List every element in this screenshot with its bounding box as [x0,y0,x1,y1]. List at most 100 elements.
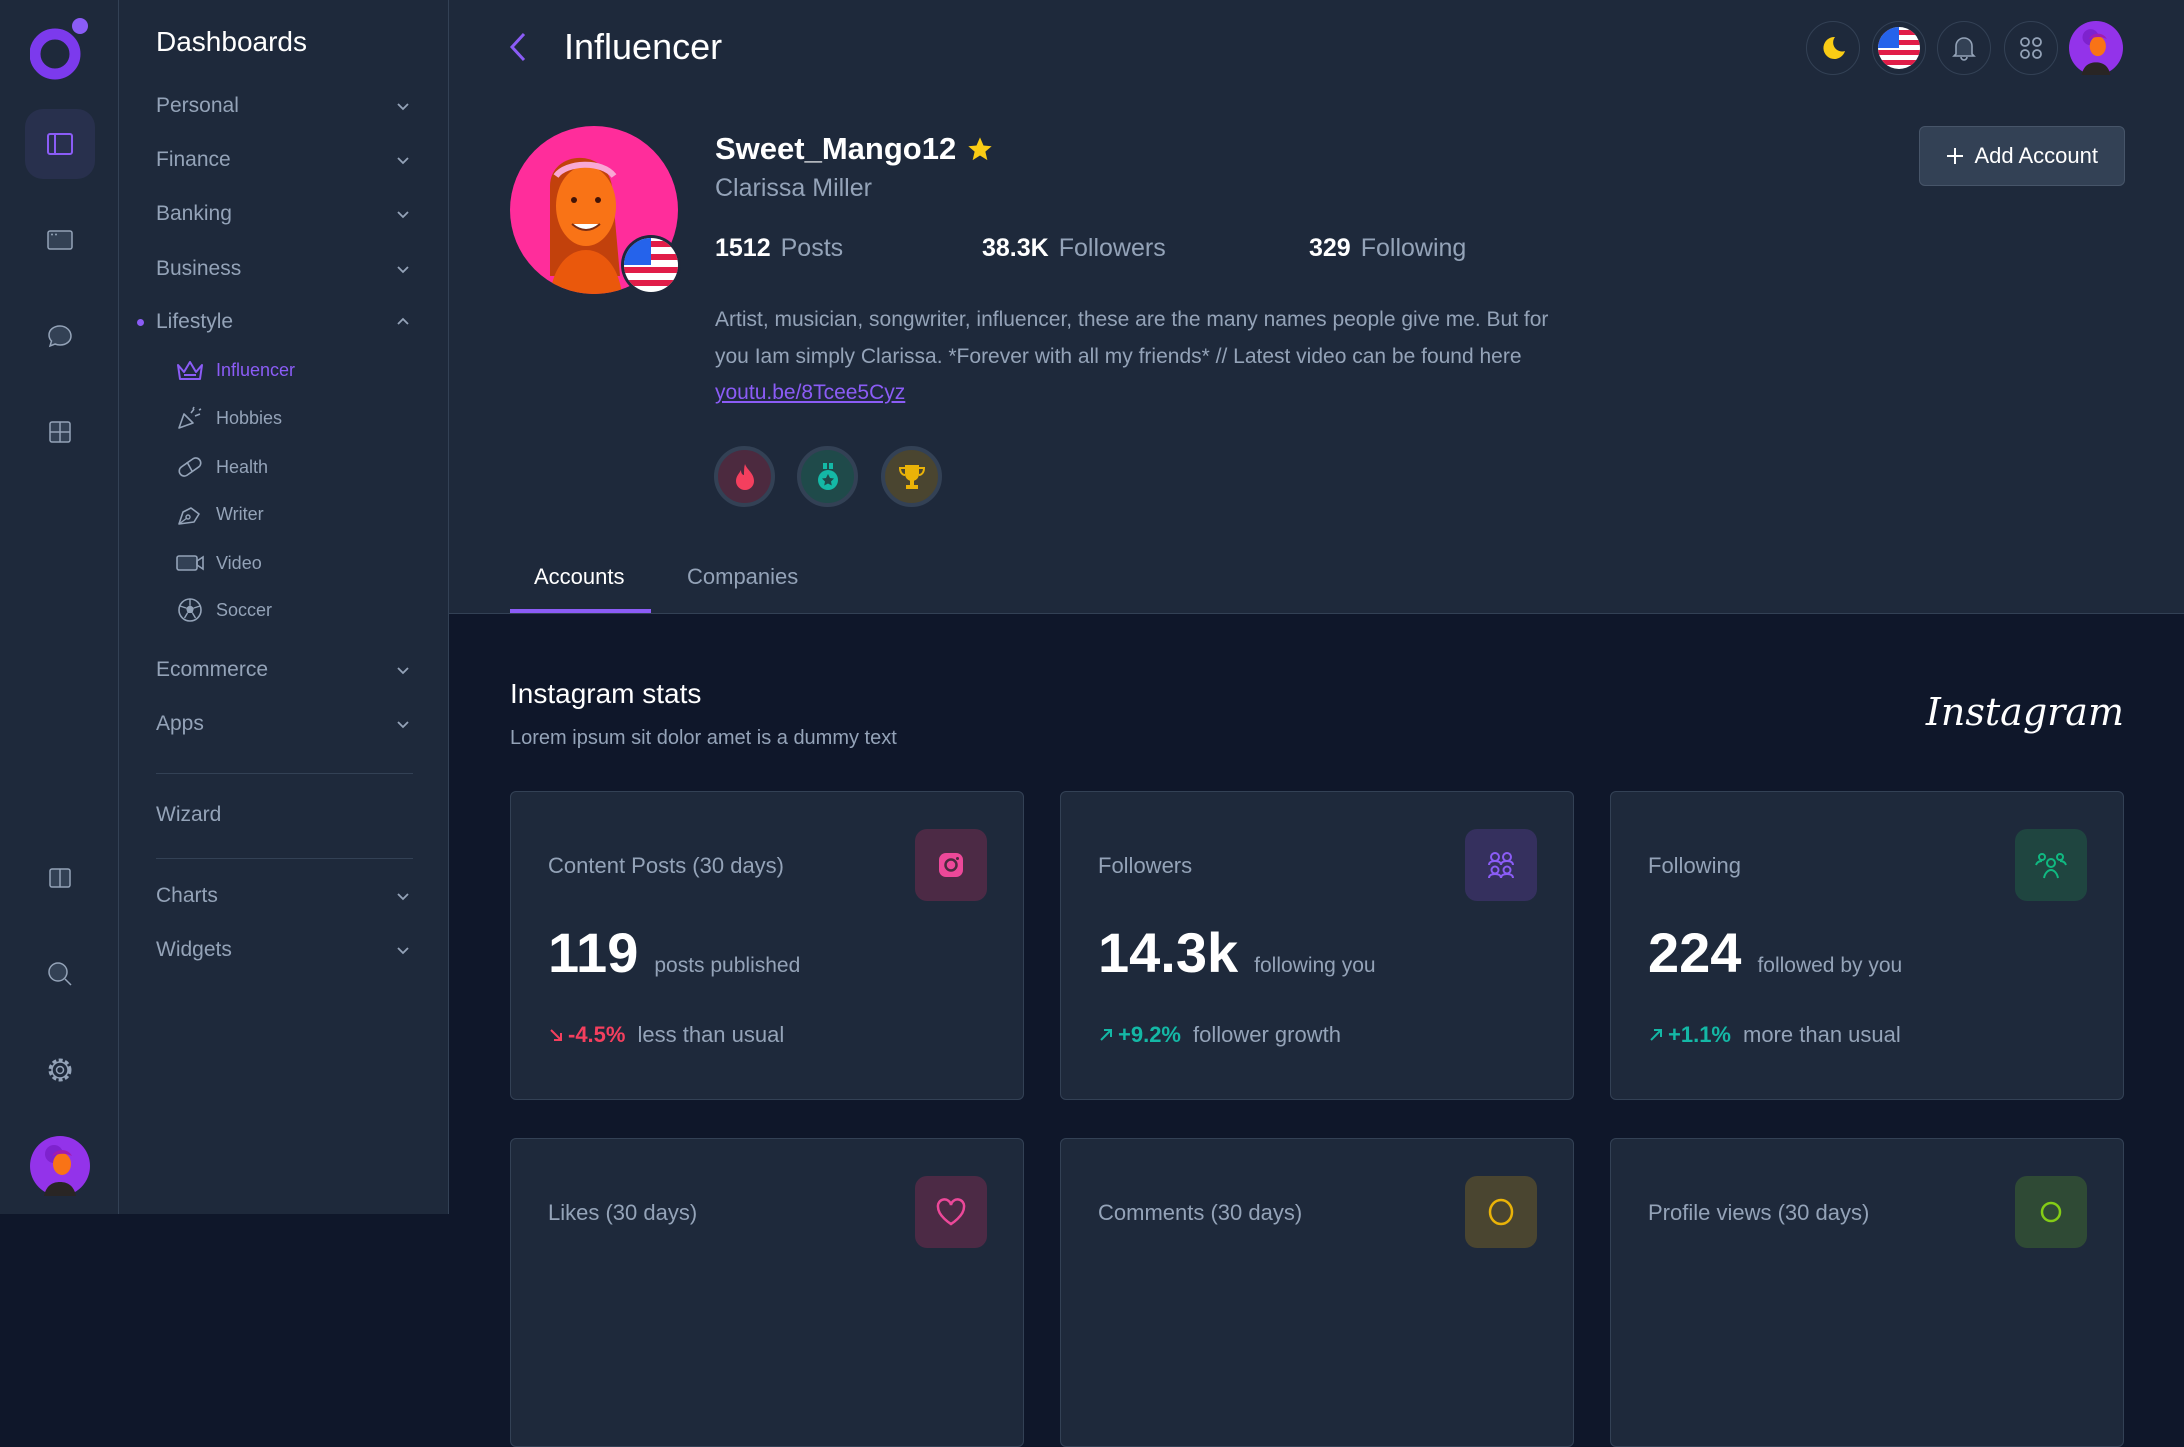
following-count: 329 [1309,234,1351,262]
card-value-row: 224 followed by you [1648,920,1902,985]
menu-item-charts[interactable]: Charts [156,878,412,914]
arrow-down-right-icon [550,1029,562,1041]
submenu-item-health[interactable]: Health [175,451,268,483]
apps-grid-icon [2020,37,2042,59]
submenu-item-writer[interactable]: Writer [175,498,264,530]
chevron-down-icon [397,947,409,955]
profile-header: Influencer Sweet_Mango12 Clarissa Miller… [449,0,2184,614]
menu-item-ecommerce[interactable]: Ecommerce [156,652,412,688]
chat-icon[interactable] [25,301,95,371]
active-tab-indicator [510,609,651,613]
card-title: Followers [1098,853,1193,878]
full-name: Clarissa Miller [715,174,872,202]
instagram-logo: Instagram [1925,690,2124,734]
section-title: Instagram stats [510,678,702,709]
posts-stat: 1512 Posts [715,234,843,263]
followers-label: Followers [1058,234,1166,262]
search-icon[interactable] [25,939,95,1009]
language-button[interactable] [1872,21,1926,75]
section-subtitle: Lorem ipsum sit dolor amet is a dummy te… [510,727,897,749]
video-link[interactable]: youtu.be/8Tcee5Cyz [715,381,906,404]
chevron-down-icon [397,667,409,675]
card-change: +9.2% follower growth [1098,1022,1341,1048]
users-icon [1465,829,1537,901]
country-flag-badge [621,235,681,295]
chevron-down-icon [397,266,409,274]
arrow-up-right-icon [1650,1029,1662,1041]
us-flag-icon [1878,27,1920,69]
trophy-badge[interactable] [881,446,942,507]
gear-icon[interactable] [25,1035,95,1105]
submenu-label: Writer [216,503,264,524]
soccer-ball-icon [175,595,205,625]
username: Sweet_Mango12 [715,131,994,167]
followers-count: 38.3K [982,234,1049,262]
stat-card: Followers 14.3k following you +9.2% follow… [1060,791,1574,1100]
card-change: +1.1% more than usual [1648,1022,1901,1048]
chevron-down-icon [397,157,409,165]
card-change: -4.5% less than usual [548,1022,784,1048]
user-avatar[interactable] [2069,21,2123,75]
menu-item-apps[interactable]: Apps [156,706,412,742]
submenu-label: Video [216,552,262,573]
card-title: Likes (30 days) [548,1200,698,1225]
followers-stat: 38.3K Followers [982,234,1166,263]
menu-label: Widgets [156,938,232,961]
submenu-item-video[interactable]: Video [175,547,262,579]
menu-label: Apps [156,712,204,735]
card-unit: followed by you [1757,954,1903,977]
submenu-item-influencer[interactable]: Influencer [175,354,295,386]
menu-title: Dashboards [156,26,307,57]
chevron-down-icon [397,103,409,111]
tab-companies[interactable]: Companies [687,564,799,589]
browser-window-icon[interactable] [25,205,95,275]
change-value: +1.1% [1668,1022,1731,1047]
arrow-up-right-icon [1100,1029,1112,1041]
notifications-button[interactable] [1937,21,1991,75]
card-value-row: 14.3k following you [1098,920,1376,985]
submenu-item-soccer[interactable]: Soccer [175,594,272,626]
change-value: +9.2% [1118,1022,1181,1047]
menu-label: Ecommerce [156,658,269,681]
stat-card: Following 224 followed by you +1.1% more t… [1610,791,2124,1100]
chevron-down-icon [397,893,409,901]
menu-item-finance[interactable]: Finance [156,142,412,178]
columns-icon[interactable] [25,843,95,913]
tab-accounts[interactable]: Accounts [534,564,625,589]
apps-button[interactable] [2004,21,2058,75]
add-account-button[interactable]: Add Account [1919,126,2125,186]
menu-item-lifestyle[interactable]: Lifestyle [156,304,412,340]
card-value: 224 [1648,921,1742,984]
card-title: Profile views (30 days) [1648,1200,1870,1225]
app-logo[interactable] [30,16,90,80]
icon-rail [0,0,119,1214]
medal-badge[interactable] [797,446,858,507]
grid-icon[interactable] [25,397,95,467]
menu-item-personal[interactable]: Personal [156,88,412,124]
submenu-label: Influencer [216,359,296,380]
menu-item-wizard[interactable]: Wizard [156,797,412,833]
menu-label: Banking [156,202,232,225]
bio: Artist, musician, songwriter, influencer… [715,302,1585,412]
back-arrow-icon[interactable] [507,30,529,64]
bell-icon [1952,37,1976,61]
menu-item-banking[interactable]: Banking [156,196,412,232]
fire-icon [735,463,754,490]
following-label: Following [1360,234,1467,262]
plus-icon [1947,148,1964,164]
fire-badge[interactable] [714,446,775,507]
page-title: Influencer [564,26,723,67]
user-avatar[interactable] [30,1136,90,1196]
party-popper-icon [175,403,205,433]
layout-sidebar-icon[interactable] [25,109,95,179]
posts-count: 1512 [715,234,771,262]
menu-item-business[interactable]: Business [156,251,412,287]
menu-item-widgets[interactable]: Widgets [156,932,412,968]
chevron-down-icon [397,721,409,729]
pill-icon [175,452,205,482]
theme-toggle-button[interactable] [1806,21,1860,75]
star-icon [968,137,992,161]
menu-label: Personal [156,94,239,117]
crown-icon [175,355,205,385]
submenu-item-hobbies[interactable]: Hobbies [175,402,282,434]
